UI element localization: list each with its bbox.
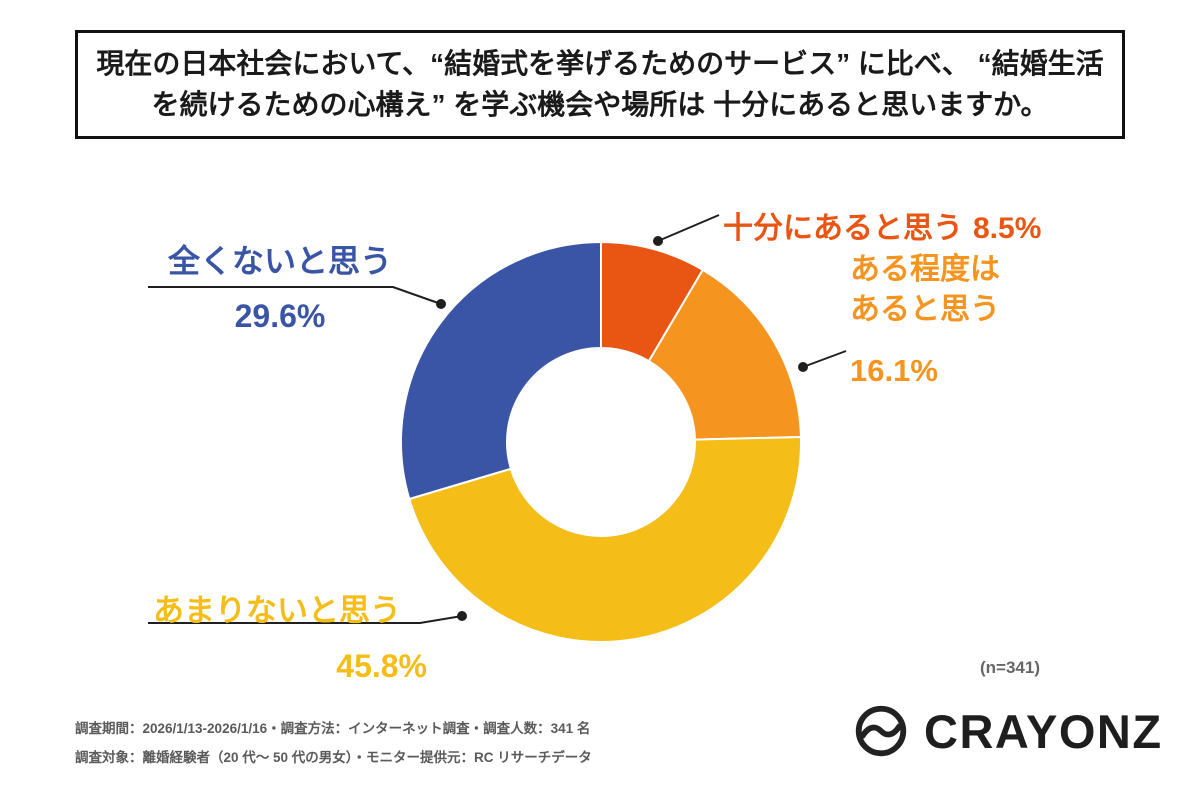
question-line-2: “結婚生活を続けるための心構え” を学ぶ機会や場所は [151,48,1104,121]
donut-slices [400,241,802,643]
leader-line-none [148,286,442,305]
callout-somewhat-pct: 16.1% [850,352,938,388]
callout-notmuch-pct: 45.8% [336,648,427,684]
donut-slice [408,435,802,643]
callout-sufficient-label: 十分にあると思う [723,212,963,245]
donut-slice [647,268,802,441]
crayonz-logo-icon [855,705,907,757]
donut-slice [400,241,602,500]
survey-note-line-1: 調査期間：2026/1/13-2026/1/16・調査方法：インターネット調査・… [75,721,591,736]
leader-line-notmuch [148,615,463,624]
callout-somewhat-label-2: あると思う [850,292,1000,326]
question-line-3: 十分にあると思いますか。 [713,89,1049,121]
sample-size-label: (n=341) [980,658,1040,677]
callout-notmuch: あまりないと思う 45.8% [153,585,427,685]
callout-somewhat: ある程度は あると思う 16.1% [850,250,1000,391]
leader-lines [148,214,847,624]
callout-none-label: 全くないと思う [167,243,392,279]
callout-none: 全くないと思う 29.6% [150,236,410,335]
callout-sufficient: 十分にあると思う 8.5% [723,203,1041,247]
leader-line-somewhat [802,350,847,368]
callout-none-pct: 29.6% [234,298,326,334]
leader-dot-none [436,299,446,309]
leader-dots [436,236,808,621]
brand-logo: CRAYONZ [850,700,1163,762]
leader-dot-somewhat [798,362,808,372]
leader-dot-notmuch [457,611,467,621]
callout-notmuch-label: あまりないと思う [153,593,401,628]
callout-somewhat-label-1: ある程度は [850,253,1000,286]
survey-note-line-2: 調査対象：離婚経験者（20 代〜 50 代の男女）・モニター提供元：RC リサー… [75,750,592,765]
survey-notes: 調査期間：2026/1/13-2026/1/16・調査方法：インターネット調査・… [75,714,592,772]
survey-question: 現在の日本社会において、“結婚式を挙げるためのサービス” に比べ、 “結婚生活を… [75,30,1125,139]
leader-line-sufficient [657,214,720,242]
brand-name: CRAYONZ [924,704,1163,758]
question-line-1: 現在の日本社会において、“結婚式を挙げるためのサービス” に比べ、 [96,48,970,79]
callout-sufficient-pct: 8.5% [973,212,1042,245]
leader-dot-sufficient [653,236,663,246]
